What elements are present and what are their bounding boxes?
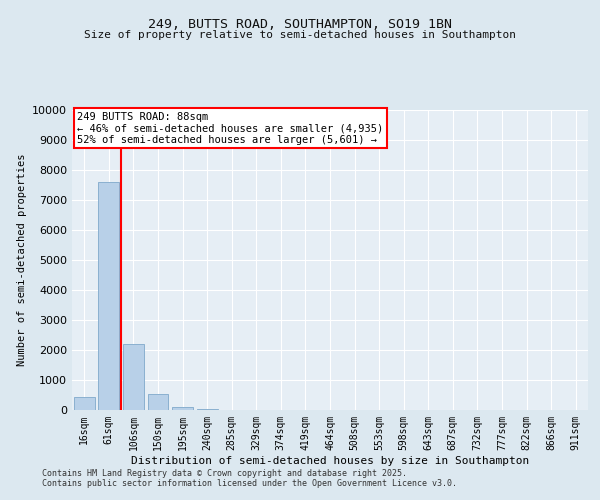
X-axis label: Distribution of semi-detached houses by size in Southampton: Distribution of semi-detached houses by … [131, 456, 529, 466]
Text: Contains public sector information licensed under the Open Government Licence v3: Contains public sector information licen… [42, 478, 457, 488]
Text: 249 BUTTS ROAD: 88sqm
← 46% of semi-detached houses are smaller (4,935)
52% of s: 249 BUTTS ROAD: 88sqm ← 46% of semi-deta… [77, 112, 383, 144]
Text: Contains HM Land Registry data © Crown copyright and database right 2025.: Contains HM Land Registry data © Crown c… [42, 468, 407, 477]
Bar [148, 394, 169, 410]
Bar [98, 182, 119, 410]
Bar [74, 397, 95, 410]
Bar [197, 408, 218, 410]
Bar [172, 407, 193, 410]
Bar [123, 344, 144, 410]
Y-axis label: Number of semi-detached properties: Number of semi-detached properties [17, 154, 26, 366]
Text: Size of property relative to semi-detached houses in Southampton: Size of property relative to semi-detach… [84, 30, 516, 40]
Text: 249, BUTTS ROAD, SOUTHAMPTON, SO19 1BN: 249, BUTTS ROAD, SOUTHAMPTON, SO19 1BN [148, 18, 452, 30]
